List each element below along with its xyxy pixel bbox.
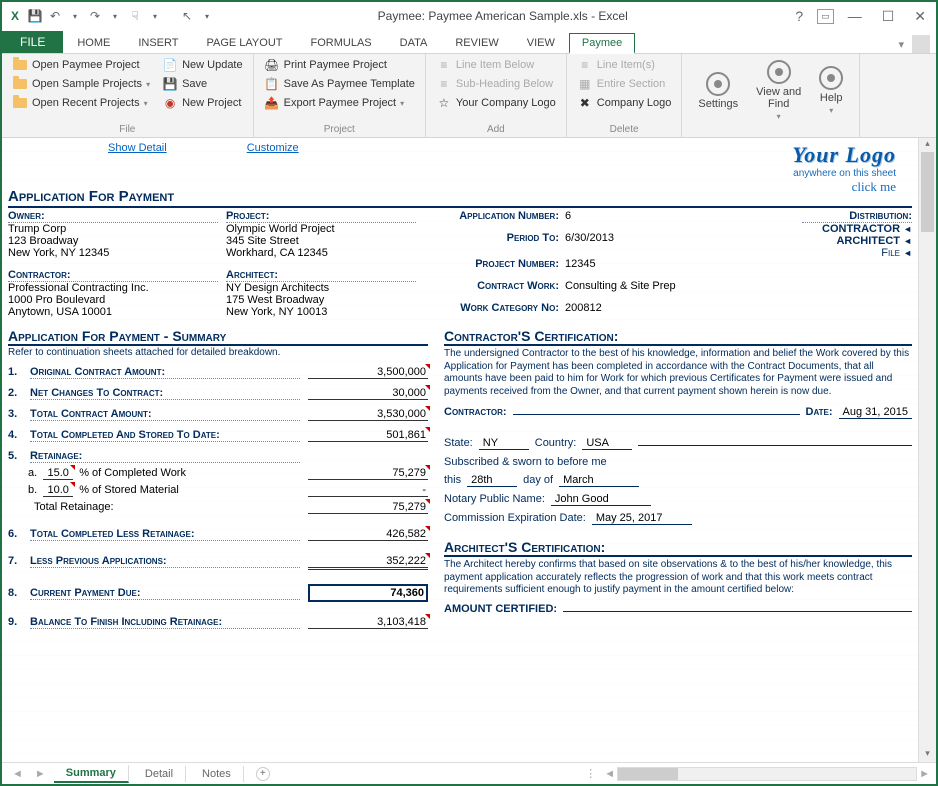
ribbon-group-project: 🖨Print Paymee Project 📋Save As Paymee Te… bbox=[254, 54, 426, 137]
tab-home[interactable]: HOME bbox=[63, 33, 124, 53]
open-paymee-project[interactable]: Open Paymee Project bbox=[10, 56, 152, 74]
tab-data[interactable]: DATA bbox=[386, 33, 442, 53]
hscroll-right[interactable]: ► bbox=[919, 768, 930, 780]
group-label-add: Add bbox=[434, 124, 558, 137]
tab-review[interactable]: REVIEW bbox=[441, 33, 512, 53]
ribbon-group-settings: Settings View and Find Help bbox=[682, 54, 860, 137]
excel-icon: X bbox=[6, 7, 24, 25]
contractor-label: Contractor: bbox=[8, 269, 218, 282]
tab-formulas[interactable]: FORMULAS bbox=[297, 33, 386, 53]
redo-icon[interactable]: ↷ bbox=[86, 7, 104, 25]
customize-link[interactable]: Customize bbox=[247, 142, 299, 154]
window-title: Paymee: Paymee American Sample.xls - Exc… bbox=[216, 9, 789, 23]
maximize-button[interactable]: ☐ bbox=[876, 8, 901, 25]
ribbon-options-icon[interactable]: ▭ bbox=[817, 9, 834, 24]
tab-view[interactable]: VIEW bbox=[513, 33, 569, 53]
logo-placeholder[interactable]: Your Logo anywhere on this sheet click m… bbox=[792, 142, 896, 195]
add-your-logo[interactable]: ☆Your Company Logo bbox=[434, 94, 558, 112]
tab-page-layout[interactable]: PAGE LAYOUT bbox=[192, 33, 296, 53]
undo-dd-icon[interactable]: ▾ bbox=[66, 7, 84, 25]
project-label: Project: bbox=[226, 210, 416, 223]
architect-cert-header: Architect'S Certification: bbox=[444, 539, 912, 557]
form-title: Application For Payment bbox=[8, 188, 912, 208]
delete-entire: ▦Entire Section bbox=[575, 75, 674, 93]
owner-label: Owner: bbox=[8, 210, 218, 223]
add-sheet-button[interactable]: + bbox=[256, 767, 270, 781]
group-label-project: Project bbox=[262, 124, 417, 137]
ribbon: Open Paymee Project Open Sample Projects… bbox=[2, 54, 936, 138]
scroll-down-icon[interactable]: ▾ bbox=[919, 748, 936, 762]
open-sample-projects[interactable]: Open Sample Projects bbox=[10, 75, 152, 93]
cursor-dd-icon[interactable]: ▾ bbox=[198, 7, 216, 25]
undo-icon[interactable]: ↶ bbox=[46, 7, 64, 25]
delete-logo[interactable]: ✖Company Logo bbox=[575, 94, 674, 112]
tab-insert[interactable]: INSERT bbox=[124, 33, 192, 53]
new-project[interactable]: ◉New Project bbox=[160, 94, 245, 112]
hscroll-left[interactable]: ◄ bbox=[604, 768, 615, 780]
settings-button[interactable]: Settings bbox=[690, 68, 746, 114]
sheet-tab-detail[interactable]: Detail bbox=[133, 766, 186, 782]
sheet-nav-next[interactable]: ► bbox=[31, 768, 50, 780]
file-tab[interactable]: FILE bbox=[2, 31, 63, 53]
quick-access-toolbar: X 💾 ↶ ▾ ↷ ▾ ☟ ▾ ↖ ▾ bbox=[6, 7, 216, 25]
scroll-up-icon[interactable]: ▴ bbox=[919, 138, 936, 152]
print-paymee[interactable]: 🖨Print Paymee Project bbox=[262, 56, 417, 74]
sheet-tab-summary[interactable]: Summary bbox=[54, 765, 129, 783]
sheet-tab-notes[interactable]: Notes bbox=[190, 766, 244, 782]
save-as-template[interactable]: 📋Save As Paymee Template bbox=[262, 75, 417, 93]
sheet-tab-bar: ◄ ► Summary Detail Notes + ⋮ ◄ ► bbox=[2, 762, 936, 784]
user-avatar[interactable] bbox=[912, 35, 930, 53]
group-label-file: File bbox=[10, 124, 245, 137]
cursor-icon[interactable]: ↖ bbox=[178, 7, 196, 25]
ribbon-group-file: Open Paymee Project Open Sample Projects… bbox=[2, 54, 254, 137]
architect-label: Architect: bbox=[226, 269, 416, 282]
touch-icon[interactable]: ☟ bbox=[126, 7, 144, 25]
ribbon-group-delete: ≡Line Item(s) ▦Entire Section ✖Company L… bbox=[567, 54, 683, 137]
save-paymee[interactable]: 💾Save bbox=[160, 75, 245, 93]
summary-header: Application For Payment - Summary bbox=[8, 328, 428, 346]
redo-dd-icon[interactable]: ▾ bbox=[106, 7, 124, 25]
new-update[interactable]: 📄New Update bbox=[160, 56, 245, 74]
window-buttons: ? ▭ — ☐ ✕ bbox=[789, 8, 932, 25]
collapse-ribbon-icon[interactable]: ▾ bbox=[898, 38, 904, 51]
title-bar: X 💾 ↶ ▾ ↷ ▾ ☟ ▾ ↖ ▾ Paymee: Paymee Ameri… bbox=[2, 2, 936, 30]
close-button[interactable]: ✕ bbox=[908, 8, 932, 25]
horizontal-scrollbar[interactable] bbox=[617, 767, 917, 781]
minimize-button[interactable]: — bbox=[842, 8, 868, 24]
vertical-scrollbar[interactable]: ▴ ▾ bbox=[918, 138, 936, 762]
add-sub-heading: ≡Sub-Heading Below bbox=[434, 75, 558, 93]
contractor-cert-header: Contractor'S Certification: bbox=[444, 328, 912, 346]
split-handle[interactable]: ⋮ bbox=[579, 767, 602, 780]
worksheet-area[interactable]: Show Detail Customize Your Logo anywhere… bbox=[2, 138, 918, 762]
ribbon-group-add: ≡Line Item Below ≡Sub-Heading Below ☆You… bbox=[426, 54, 567, 137]
export-paymee[interactable]: 📤Export Paymee Project bbox=[262, 94, 417, 112]
ribbon-tabs: FILE HOME INSERT PAGE LAYOUT FORMULAS DA… bbox=[2, 30, 936, 54]
save-icon[interactable]: 💾 bbox=[26, 7, 44, 25]
touch-dd-icon[interactable]: ▾ bbox=[146, 7, 164, 25]
tab-paymee[interactable]: Paymee bbox=[569, 33, 635, 54]
sheet-nav-prev[interactable]: ◄ bbox=[8, 768, 27, 780]
help-button[interactable]: Help bbox=[811, 62, 851, 119]
group-label-delete: Delete bbox=[575, 124, 674, 137]
open-recent-projects[interactable]: Open Recent Projects bbox=[10, 94, 152, 112]
scroll-thumb[interactable] bbox=[921, 152, 934, 232]
view-find-button[interactable]: View and Find bbox=[748, 56, 809, 125]
help-icon[interactable]: ? bbox=[789, 8, 809, 24]
delete-line-items: ≡Line Item(s) bbox=[575, 56, 674, 74]
add-line-item: ≡Line Item Below bbox=[434, 56, 558, 74]
show-detail-link[interactable]: Show Detail bbox=[108, 142, 167, 154]
